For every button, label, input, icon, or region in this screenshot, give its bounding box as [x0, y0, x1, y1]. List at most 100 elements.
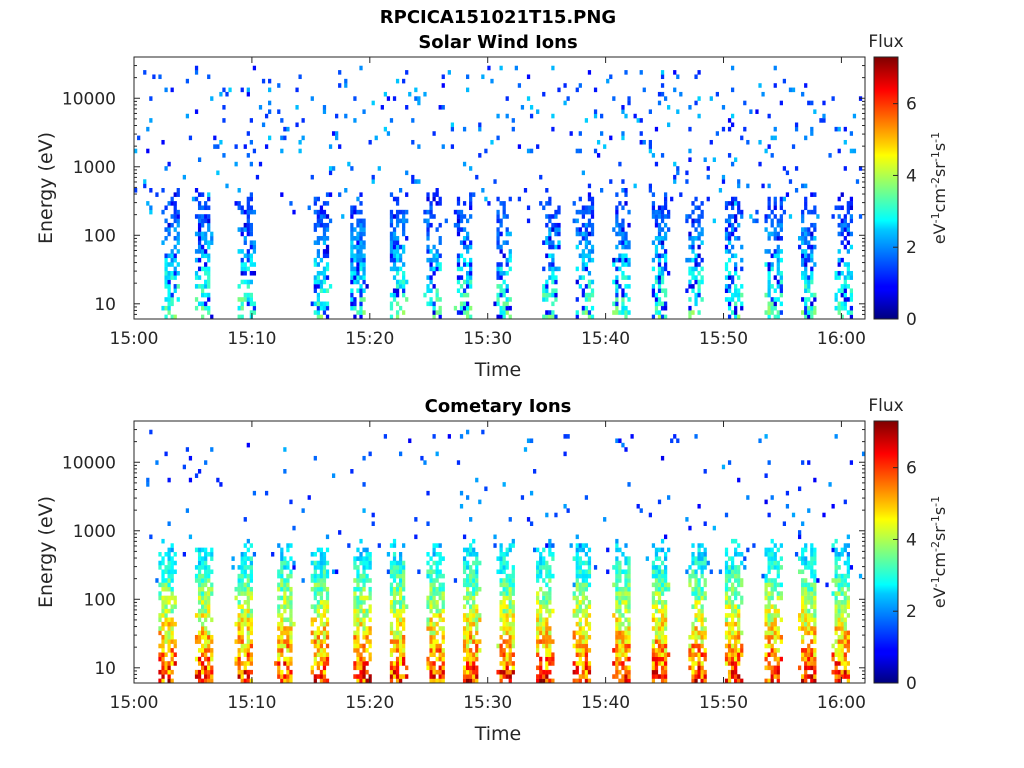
heatmap-cell — [730, 244, 735, 250]
heatmap-cell — [402, 578, 406, 583]
heatmap-cell — [362, 262, 366, 267]
heatmap-cell — [606, 569, 610, 575]
heatmap-cell — [438, 297, 442, 302]
heatmap-cell — [779, 310, 783, 315]
heatmap-cell — [143, 70, 147, 75]
heatmap-cell — [846, 604, 850, 609]
heatmap-cell — [727, 573, 732, 579]
heatmap-cell — [801, 678, 805, 684]
heatmap-cell — [365, 678, 369, 684]
heatmap-cell — [767, 310, 771, 315]
heatmap-cell — [252, 148, 257, 154]
heatmap-cell — [551, 222, 555, 228]
heatmap-cell — [551, 310, 555, 315]
heatmap-cell — [204, 648, 208, 653]
heatmap-cell — [849, 270, 854, 276]
heatmap-cell — [207, 665, 211, 671]
heatmap-cell — [590, 244, 595, 250]
heatmap-cell — [691, 648, 695, 653]
heatmap-cell — [286, 595, 290, 601]
heatmap-cell — [685, 179, 689, 184]
heatmap-cell — [804, 314, 808, 320]
heatmap-cell — [207, 222, 211, 228]
heatmap-cell — [313, 652, 317, 657]
heatmap-cell — [432, 643, 436, 649]
heatmap-cell — [210, 547, 214, 553]
heatmap-cell — [505, 604, 509, 609]
heatmap-cell — [435, 192, 439, 197]
heatmap-cell — [804, 270, 808, 276]
heatmap-cell — [505, 613, 509, 618]
heatmap-cell — [752, 218, 756, 224]
heatmap-cell — [362, 613, 366, 618]
heatmap-cell — [636, 503, 640, 509]
heatmap-cell — [584, 297, 589, 302]
heatmap-cell — [359, 310, 363, 315]
heatmap-cell — [694, 275, 698, 280]
heatmap-cell — [201, 648, 205, 653]
heatmap-cell — [651, 648, 656, 653]
heatmap-cell — [773, 275, 777, 280]
heatmap-cell — [173, 643, 177, 649]
heatmap-cell — [499, 600, 503, 605]
heatmap-cell — [310, 630, 314, 636]
heatmap-cell — [807, 284, 811, 289]
heatmap-cell — [319, 556, 324, 561]
heatmap-cell — [840, 639, 844, 644]
heatmap-cell — [429, 201, 433, 206]
heatmap-cell — [654, 604, 659, 609]
heatmap-cell — [359, 578, 363, 583]
heatmap-cell — [286, 639, 290, 644]
heatmap-cell — [207, 196, 211, 202]
heatmap-cell — [432, 613, 436, 618]
heatmap-cell — [810, 569, 814, 575]
heatmap-cell — [280, 573, 284, 579]
heatmap-cell — [249, 678, 253, 684]
heatmap-cell — [621, 674, 625, 679]
heatmap-cell — [529, 490, 534, 496]
heatmap-cell — [149, 118, 153, 123]
heatmap-cell — [584, 240, 589, 245]
heatmap-cell — [362, 634, 366, 640]
heatmap-cell — [167, 617, 171, 623]
heatmap-cell — [353, 674, 357, 679]
heatmap-cell — [359, 275, 363, 280]
heatmap-cell — [335, 113, 339, 119]
heatmap-cell — [660, 674, 665, 679]
heatmap-cell — [578, 582, 582, 588]
heatmap-cell — [493, 179, 497, 184]
heatmap-cell — [770, 552, 774, 557]
heatmap-cell — [240, 626, 244, 631]
heatmap-cell — [727, 201, 732, 206]
heatmap-cell — [313, 569, 317, 575]
heatmap-cell — [615, 244, 619, 250]
heatmap-cell — [727, 275, 732, 280]
heatmap-cell — [703, 578, 707, 583]
heatmap-cell — [691, 669, 695, 675]
heatmap-cell — [313, 262, 317, 267]
heatmap-cell — [481, 74, 485, 80]
heatmap-cell — [389, 586, 394, 592]
heatmap-cell — [511, 652, 515, 657]
heatmap-cell — [843, 275, 847, 280]
heatmap-cell — [721, 179, 726, 184]
heatmap-cell — [700, 591, 704, 596]
heatmap-cell — [508, 621, 512, 627]
heatmap-cell — [730, 643, 735, 649]
heatmap-cell — [700, 279, 704, 285]
heatmap-cell — [325, 617, 330, 623]
heatmap-cell — [600, 113, 604, 119]
heatmap-cell — [197, 192, 202, 197]
heatmap-cell — [615, 669, 619, 675]
heatmap-cell — [624, 240, 628, 245]
heatmap-cell — [398, 600, 403, 605]
heatmap-cell — [429, 582, 433, 588]
heatmap-cell — [737, 582, 741, 588]
heatmap-cell — [697, 608, 701, 614]
heatmap-cell — [840, 656, 844, 662]
heatmap-cell — [438, 569, 442, 575]
heatmap-cell — [173, 201, 177, 206]
heatmap-cell — [813, 656, 817, 662]
heatmap-cell — [654, 305, 659, 311]
heatmap-cell — [740, 552, 744, 557]
